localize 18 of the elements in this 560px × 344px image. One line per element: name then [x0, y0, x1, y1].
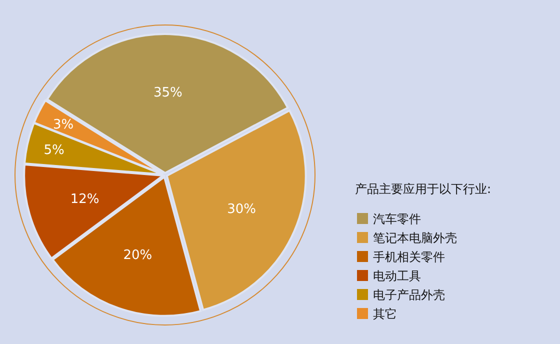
- pie-slice: [46, 33, 289, 174]
- legend-label: 手机相关零件: [373, 250, 445, 264]
- pie-slice: [52, 176, 202, 317]
- legend-label: 电子产品外壳: [373, 288, 445, 302]
- data-label: 35%: [153, 86, 182, 101]
- data-label: 3%: [53, 118, 74, 133]
- data-label: 12%: [70, 192, 100, 207]
- data-label: 5%: [44, 143, 64, 158]
- legend-label: 笔记本电脑外壳: [373, 231, 457, 245]
- legend-title: 产品主要应用于以下行业:: [355, 182, 492, 196]
- pie-slice: [166, 110, 307, 311]
- data-label: 30%: [227, 202, 256, 218]
- legend-label: 汽车零件: [373, 212, 421, 226]
- pie-slice: [23, 163, 164, 260]
- legend-label: 电动工具: [373, 269, 421, 283]
- legend-label: 其它: [373, 307, 397, 321]
- pie-slice: [33, 99, 164, 176]
- data-label: 20%: [123, 248, 152, 263]
